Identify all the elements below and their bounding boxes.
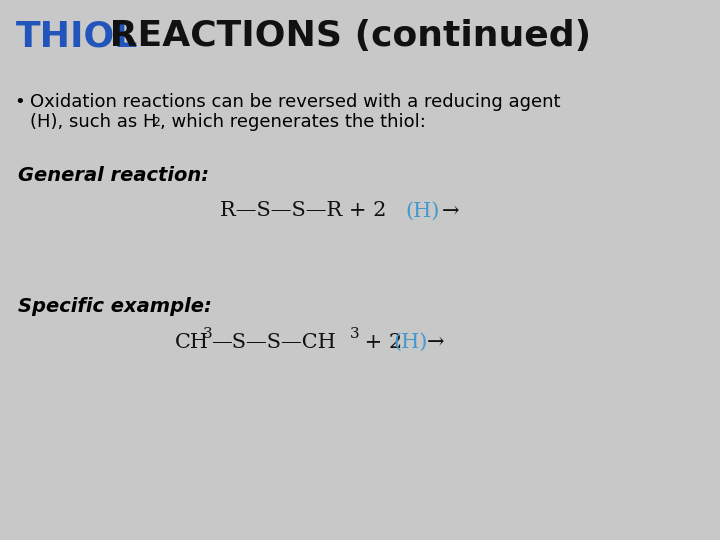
Text: + 2: + 2 bbox=[358, 333, 402, 352]
Text: 2: 2 bbox=[152, 117, 160, 130]
Text: (H): (H) bbox=[393, 333, 428, 352]
Text: 3: 3 bbox=[203, 327, 212, 341]
Text: REACTIONS (continued): REACTIONS (continued) bbox=[97, 19, 591, 53]
Text: —S—S—CH: —S—S—CH bbox=[211, 333, 336, 352]
Text: →: → bbox=[427, 333, 444, 352]
Text: THIOL: THIOL bbox=[16, 19, 138, 53]
Text: , which regenerates the thiol:: , which regenerates the thiol: bbox=[160, 113, 426, 131]
Text: General reaction:: General reaction: bbox=[18, 166, 209, 185]
Text: CH: CH bbox=[175, 333, 209, 352]
Text: →: → bbox=[442, 201, 459, 220]
Text: (H), such as H: (H), such as H bbox=[30, 113, 156, 131]
Text: •: • bbox=[14, 93, 24, 111]
Text: (H): (H) bbox=[405, 201, 439, 220]
Text: Oxidation reactions can be reversed with a reducing agent: Oxidation reactions can be reversed with… bbox=[30, 93, 560, 111]
Text: 3: 3 bbox=[350, 327, 359, 341]
Text: R—S—S—R + 2: R—S—S—R + 2 bbox=[220, 201, 387, 220]
Text: Specific example:: Specific example: bbox=[18, 298, 212, 316]
